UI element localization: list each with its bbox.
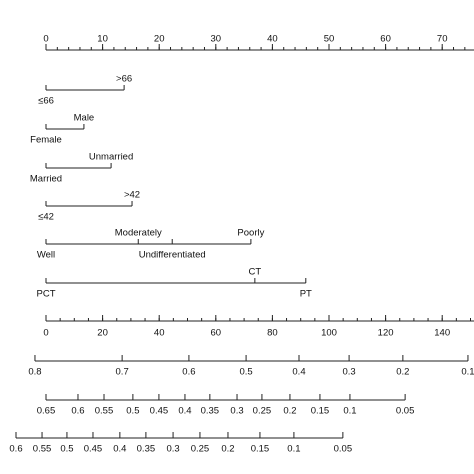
probability-label: 0.25 <box>191 444 210 455</box>
level-label: ≤42 <box>38 212 54 223</box>
probability-label: 0.55 <box>33 444 52 455</box>
probability-label: 0.1 <box>287 444 300 455</box>
probability-label: 0.45 <box>84 444 103 455</box>
probability-label: 0.2 <box>283 406 296 417</box>
tick-label: 30 <box>211 34 222 45</box>
tick-label: 0 <box>43 34 48 45</box>
probability-label: 0.65 <box>37 406 56 417</box>
tick-label: 20 <box>97 328 108 339</box>
level-label: CT <box>249 267 262 278</box>
tick-label: 120 <box>378 328 394 339</box>
level-label: Undifferentiated <box>139 250 206 261</box>
probability-label: 0.25 <box>253 406 272 417</box>
tick-label: 10 <box>97 34 108 45</box>
probability-label: 0.45 <box>150 406 169 417</box>
tick-label: 40 <box>154 328 165 339</box>
level-label: PCT <box>37 289 56 300</box>
probability-label: 0.15 <box>251 444 270 455</box>
probability-label: 0.3 <box>342 367 355 378</box>
probability-label: 0.1 <box>461 367 474 378</box>
level-label: Unmarried <box>89 152 133 163</box>
tick-label: 60 <box>380 34 391 45</box>
tick-label: 60 <box>211 328 222 339</box>
probability-label: 0.05 <box>396 406 415 417</box>
tick-label: 40 <box>267 34 278 45</box>
level-label: Well <box>37 250 55 261</box>
probability-label: 0.55 <box>95 406 114 417</box>
probability-label: 0.8 <box>28 367 41 378</box>
probability-label: 0.35 <box>201 406 220 417</box>
probability-label: 0.6 <box>9 444 22 455</box>
probability-label: 0.4 <box>292 367 305 378</box>
tick-label: 70 <box>437 34 448 45</box>
level-label: Male <box>74 113 95 124</box>
tick-label: 50 <box>324 34 335 45</box>
probability-label: 0.35 <box>137 444 156 455</box>
probability-label: 0.4 <box>178 406 191 417</box>
level-label: ≤66 <box>38 96 54 107</box>
probability-label: 0.2 <box>396 367 409 378</box>
level-label: >42 <box>124 190 140 201</box>
probability-label: 0.6 <box>71 406 84 417</box>
probability-label: 0.3 <box>166 444 179 455</box>
probability-label: 0.5 <box>60 444 73 455</box>
tick-label: 20 <box>154 34 165 45</box>
probability-label: 0.15 <box>311 406 330 417</box>
tick-label: 80 <box>267 328 278 339</box>
level-label: PT <box>300 289 312 300</box>
level-label: Poorly <box>237 228 264 239</box>
tick-label: 0 <box>43 328 48 339</box>
probability-label: 0.4 <box>113 444 126 455</box>
probability-label: 0.1 <box>343 406 356 417</box>
level-label: Female <box>30 135 62 146</box>
level-label: >66 <box>116 74 132 85</box>
tick-label: 140 <box>434 328 450 339</box>
probability-label: 0.5 <box>239 367 252 378</box>
tick-label: 100 <box>321 328 337 339</box>
probability-label: 0.6 <box>182 367 195 378</box>
probability-label: 0.3 <box>230 406 243 417</box>
level-label: Moderately <box>115 228 162 239</box>
probability-label: 0.2 <box>221 444 234 455</box>
level-label: Married <box>30 174 62 185</box>
probability-label: 0.05 <box>334 444 353 455</box>
probability-label: 0.5 <box>126 406 139 417</box>
probability-label: 0.7 <box>116 367 129 378</box>
